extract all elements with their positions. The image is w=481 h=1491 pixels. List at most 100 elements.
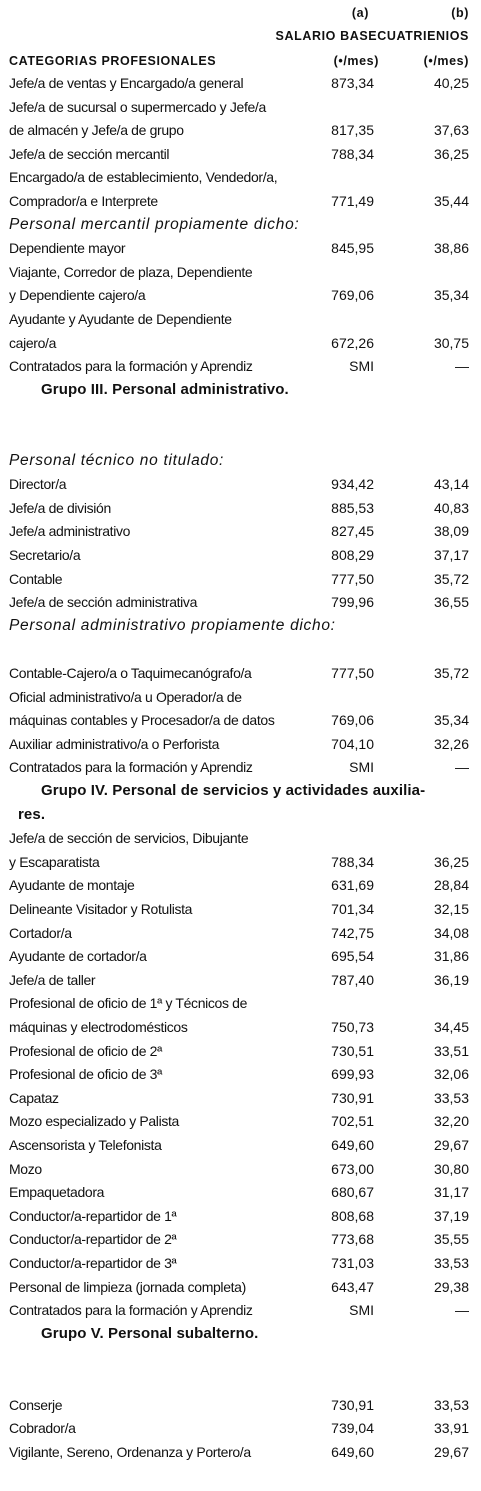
category-label: Conserje: [9, 1396, 63, 1413]
table-row: Viajante, Corredor de plaza, Dependiente: [9, 261, 471, 283]
table-row: Profesional de oficio de 2ª 730,51 33,51: [9, 1040, 471, 1062]
section-heading: Personal administrativo propiamente dich…: [9, 616, 336, 634]
category-label: Ayudante y Ayudante de Dependiente: [9, 311, 232, 327]
category-label: Conductor/a-repartidor de 3ª: [9, 1255, 177, 1271]
cuatrienios-value: 29,67: [433, 1443, 469, 1460]
table-row: Conductor/a-repartidor de 2ª 773,68 35,55: [9, 1228, 471, 1250]
table-row: Personal de limpieza (jornada completa) 6…: [9, 1276, 471, 1298]
base-salary-value: 742,75: [331, 924, 374, 941]
base-salary-value: 631,69: [331, 877, 374, 894]
base-salary-value: 808,68: [331, 1207, 374, 1224]
category-label: Empaquetadora: [9, 1184, 105, 1201]
table-row: Conductor/a-repartidor de 3ª 731,03 33,53: [9, 1252, 471, 1274]
base-salary-value: 769,06: [331, 712, 374, 729]
base-salary-value: 777,50: [331, 570, 374, 587]
base-salary-value: 699,93: [331, 1066, 374, 1083]
table-row: Conserje 730,91 33,53: [9, 1394, 471, 1416]
column-a-letter: (a): [351, 6, 369, 20]
base-salary-value: 680,67: [331, 1184, 374, 1201]
base-salary-value: 673,00: [331, 1160, 374, 1177]
cuatrienios-value: 33,53: [433, 1396, 469, 1413]
cuatrienios-value: 35,72: [433, 665, 469, 681]
category-label: Jefe/a administrativo: [9, 523, 131, 540]
table-row: Ayudante de montaje 631,69 28,84: [9, 874, 471, 896]
group-heading-row: Grupo IV. Personal de servicios y activi…: [9, 780, 471, 802]
table-row: máquinas y electrodomésticos 750,73 34,45: [9, 1016, 471, 1038]
category-label: Vigilante, Sereno, Ordenanza y Portero/a: [9, 1443, 251, 1460]
group-heading-row: Grupo V. Personal subalterno.: [9, 1323, 471, 1345]
category-label: Ayudante de cortador/a: [9, 948, 147, 965]
category-label: máquinas contables y Procesador/a de dat…: [9, 712, 275, 729]
category-label: Contratados para la formación y Aprendiz: [9, 1302, 253, 1319]
base-salary-value: 771,49: [331, 193, 374, 209]
category-label: Contratados para la formación y Aprendiz: [9, 759, 253, 776]
salary-title: SALARIO BASECUATRIENIOS: [275, 29, 469, 43]
table-row: Vigilante, Sereno, Ordenanza y Portero/a…: [9, 1441, 471, 1463]
base-salary-value: 730,91: [331, 1089, 374, 1106]
table-row: Secretario/a 808,29 37,17: [9, 544, 471, 566]
base-salary-value: 695,54: [331, 948, 374, 965]
category-label: Capataz: [9, 1089, 59, 1106]
cuatrienios-value: 40,83: [433, 499, 469, 516]
cuatrienios-value: 35,72: [433, 570, 469, 587]
table-row: Capataz 730,91 33,53: [9, 1087, 471, 1109]
category-label: cajero/a: [9, 334, 57, 351]
table-row: Mozo especializado y Palista 702,51 32,20: [9, 1110, 471, 1132]
category-label: Director/a: [9, 476, 67, 493]
cuatrienios-value: 38,09: [433, 523, 469, 540]
category-label: Jefe/a de sucursal o supermercado y Jefe…: [9, 98, 266, 115]
table-row: Mozo 673,00 30,80: [9, 1158, 471, 1180]
cuatrienios-value: 33,53: [433, 1089, 469, 1106]
cuatrienios-value: —: [455, 1302, 469, 1319]
table-row: Delineante Visitador y Rotulista 701,34 32…: [9, 898, 471, 920]
unit-b: (•/mes): [423, 54, 469, 68]
cuatrienios-value: 31,86: [433, 948, 469, 965]
table-row: Ayudante y Ayudante de Dependiente: [9, 308, 471, 330]
base-salary-value: 873,34: [331, 75, 374, 91]
category-label: de almacén y Jefe/a de grupo: [9, 122, 184, 139]
cuatrienios-value: 30,80: [433, 1160, 469, 1177]
category-label: Profesional de oficio de 3ª: [9, 1066, 162, 1083]
group-heading-row: Grupo III. Personal administrativo.: [9, 379, 471, 401]
base-salary-value: 739,04: [331, 1420, 374, 1437]
cuatrienios-value: 35,34: [433, 712, 469, 729]
base-salary-value: 787,40: [331, 971, 374, 988]
table-row: de almacén y Jefe/a de grupo 817,35 37,63: [9, 119, 471, 141]
category-label: Viajante, Corredor de plaza, Dependiente: [9, 263, 253, 280]
base-salary-value: 788,34: [331, 853, 374, 870]
cuatrienios-value: 33,53: [433, 1255, 469, 1271]
section-heading-row: Personal administrativo propiamente dich…: [9, 615, 471, 637]
category-label: Personal de limpieza (jornada completa): [9, 1278, 246, 1295]
blank-line: [9, 638, 471, 660]
base-salary-value: SMI: [349, 759, 374, 776]
table-row: Encargado/a de establecimiento, Vendedor…: [9, 166, 471, 188]
unit-a: (•/mes): [333, 54, 379, 68]
base-salary-value: 704,10: [331, 735, 374, 752]
cuatrienios-value: 29,38: [433, 1278, 469, 1295]
cuatrienios-value: 35,34: [433, 287, 469, 304]
base-salary-value: 934,42: [331, 476, 374, 493]
category-label: Cortador/a: [9, 924, 72, 941]
base-salary-value: SMI: [349, 1302, 374, 1319]
category-title: CATEGORIAS PROFESIONALES: [9, 54, 217, 68]
category-label: máquinas y electrodomésticos: [9, 1019, 188, 1035]
cuatrienios-value: 43,14: [433, 476, 469, 493]
table-row: Jefe/a de división 885,53 40,83: [9, 497, 471, 519]
cuatrienios-value: 36,25: [433, 145, 469, 162]
base-salary-value: 799,96: [331, 594, 374, 611]
base-salary-value: 730,51: [331, 1042, 374, 1059]
group-heading: Grupo V. Personal subalterno.: [41, 1324, 259, 1342]
table-row: Auxiliar administrativo/a o Perforista 70…: [9, 733, 471, 755]
table-row: Jefe/a de sucursal o supermercado y Jefe…: [9, 96, 471, 118]
table-row: Jefe/a de sección administrativa 799,96 36…: [9, 591, 471, 613]
table-row: Contable 777,50 35,72: [9, 568, 471, 590]
base-salary-value: 643,47: [331, 1278, 374, 1295]
cuatrienios-value: 31,17: [433, 1184, 469, 1201]
category-label: Jefe/a de sección administrativa: [9, 594, 198, 611]
cuatrienios-value: 29,67: [433, 1137, 469, 1153]
table-row: Comprador/a e Interprete 771,49 35,44: [9, 190, 471, 212]
column-b-letter: (b): [451, 6, 469, 20]
table-row: y Dependiente cajero/a 769,06 35,34: [9, 284, 471, 306]
base-salary-value: 730,91: [331, 1396, 374, 1413]
cuatrienios-value: —: [455, 759, 469, 776]
